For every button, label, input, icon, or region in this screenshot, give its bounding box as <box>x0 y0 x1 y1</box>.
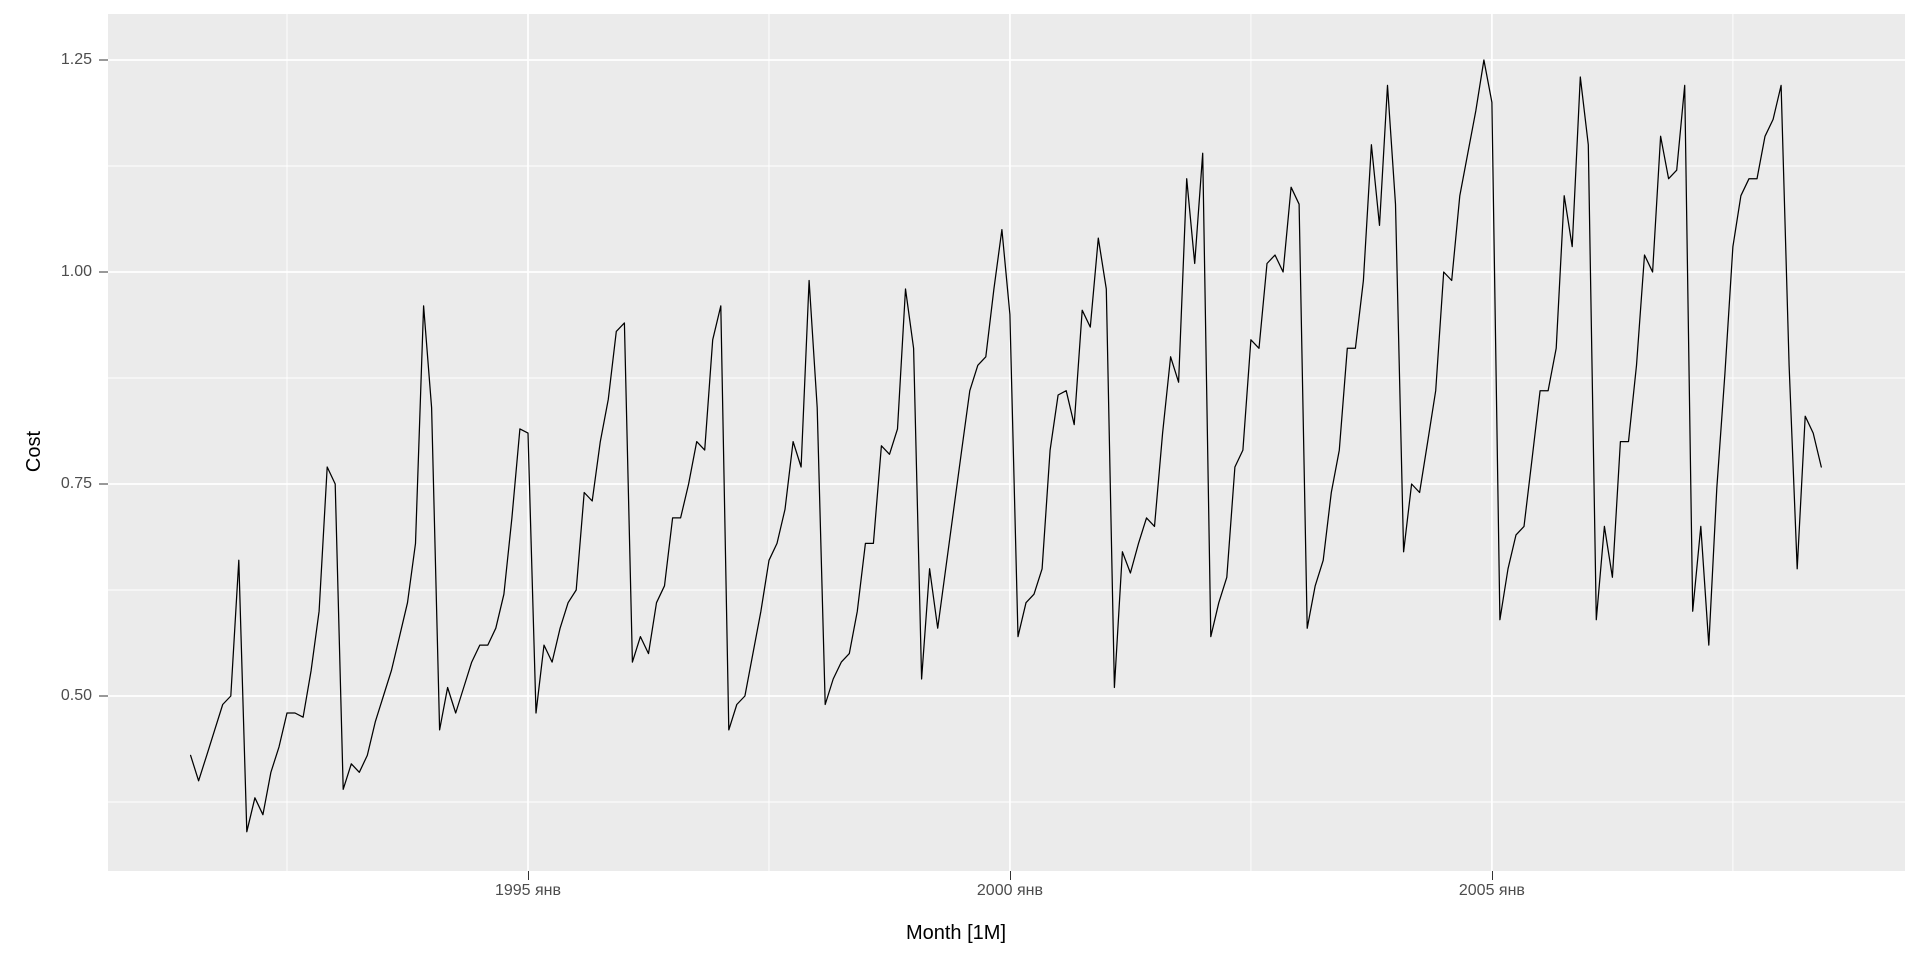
x-axis-tick-label: 2005 янв <box>1458 882 1525 899</box>
cost-series-line <box>189 59 1822 833</box>
y-axis-tick-label: 1.25 <box>60 51 92 68</box>
y-axis-tick-mark <box>99 483 108 485</box>
panel-background <box>108 14 1905 871</box>
y-axis-tick-label: 0.50 <box>60 687 92 704</box>
x-axis-title: Month [1M] <box>0 922 1912 945</box>
x-axis-tick-mark <box>1491 871 1493 880</box>
plot-canvas <box>108 14 1905 871</box>
x-axis-tick-label: 1995 янв <box>494 882 561 899</box>
x-axis-tick-mark <box>1009 871 1011 880</box>
y-axis-tick-mark <box>99 271 108 273</box>
y-axis-tick-label: 0.75 <box>60 475 92 492</box>
x-axis-tick-mark <box>527 871 529 880</box>
y-axis-title: Cost <box>23 430 46 473</box>
x-axis-title-text: Month [1M] <box>905 922 1007 944</box>
y-axis-tick-mark <box>99 59 108 61</box>
y-axis-tick-mark <box>99 695 108 697</box>
plot-panel <box>108 14 1905 871</box>
y-axis-tick-label: 1.00 <box>60 263 92 280</box>
x-axis-tick-label: 2000 янв <box>976 882 1043 899</box>
